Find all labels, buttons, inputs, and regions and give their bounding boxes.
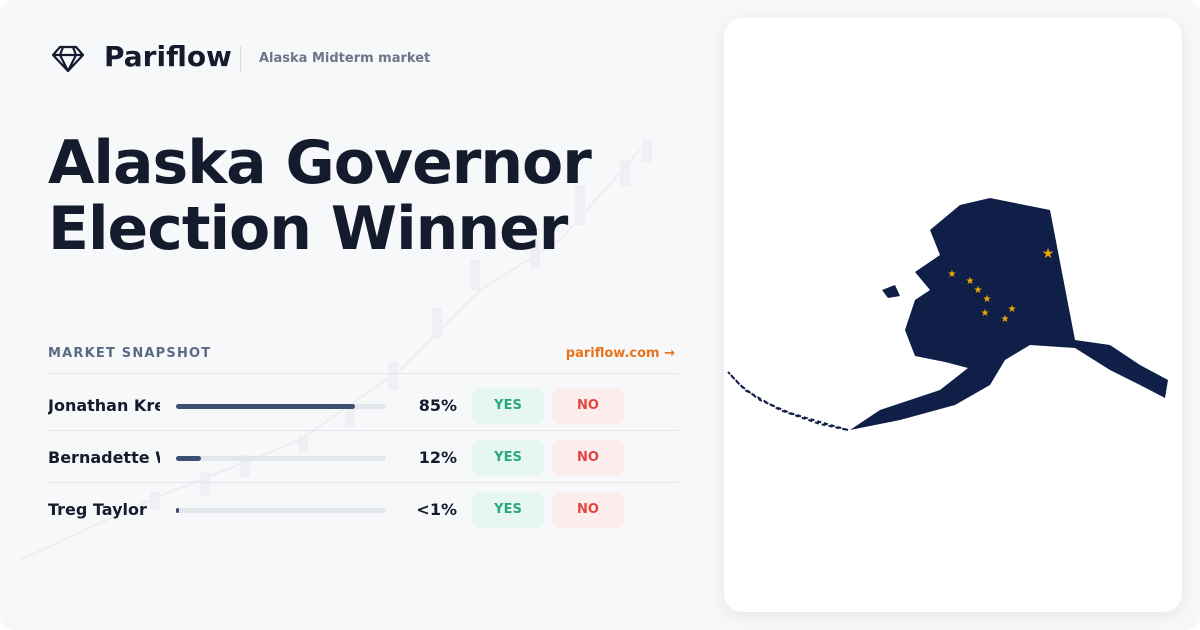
svg-text:★: ★ — [966, 276, 975, 287]
progress-track — [176, 508, 386, 513]
yes-button[interactable]: YES — [472, 388, 544, 424]
rule — [48, 373, 678, 374]
market-subtitle: Alaska Midterm market — [259, 51, 431, 66]
svg-text:★: ★ — [1042, 246, 1055, 262]
yes-button[interactable]: YES — [472, 440, 544, 476]
background-candles — [19, 149, 641, 561]
brand: Pariflow — [104, 40, 232, 73]
row-divider — [48, 482, 678, 483]
progress-bar — [176, 456, 202, 461]
no-button[interactable]: NO — [552, 440, 624, 476]
progress-track — [176, 404, 386, 409]
candidate-name: Jonathan Kre — [48, 396, 160, 415]
progress-track — [176, 456, 386, 461]
no-button[interactable]: NO — [552, 492, 624, 528]
svg-text:★: ★ — [974, 285, 983, 296]
map-panel: ★ ★ ★ ★ ★ ★ ★ ★ — [724, 18, 1182, 612]
no-button[interactable]: NO — [552, 388, 624, 424]
title: Alaska Governor Election Winner — [48, 128, 592, 264]
svg-text:★: ★ — [1008, 304, 1017, 315]
section-heading: MARKET SNAPSHOT — [48, 346, 212, 361]
candidate-name: Treg Taylor — [48, 500, 147, 519]
svg-text:★: ★ — [981, 308, 990, 319]
progress-bar — [176, 404, 355, 409]
divider — [240, 46, 241, 72]
site-link[interactable]: pariflow.com → — [565, 346, 675, 361]
yes-button[interactable]: YES — [472, 492, 544, 528]
progress-bar — [176, 508, 179, 513]
alaska-map: ★★★ ★★★ ★★ — [727, 198, 1168, 431]
svg-text:★: ★ — [983, 294, 992, 305]
svg-text:★: ★ — [948, 269, 957, 280]
probability: 12% — [418, 448, 457, 467]
probability: <1% — [416, 500, 457, 519]
row-divider — [48, 430, 678, 431]
logo-icon — [52, 45, 85, 73]
probability: 85% — [418, 396, 457, 415]
svg-text:★: ★ — [1001, 314, 1010, 325]
candidate-name: Bernadette W — [48, 448, 160, 467]
